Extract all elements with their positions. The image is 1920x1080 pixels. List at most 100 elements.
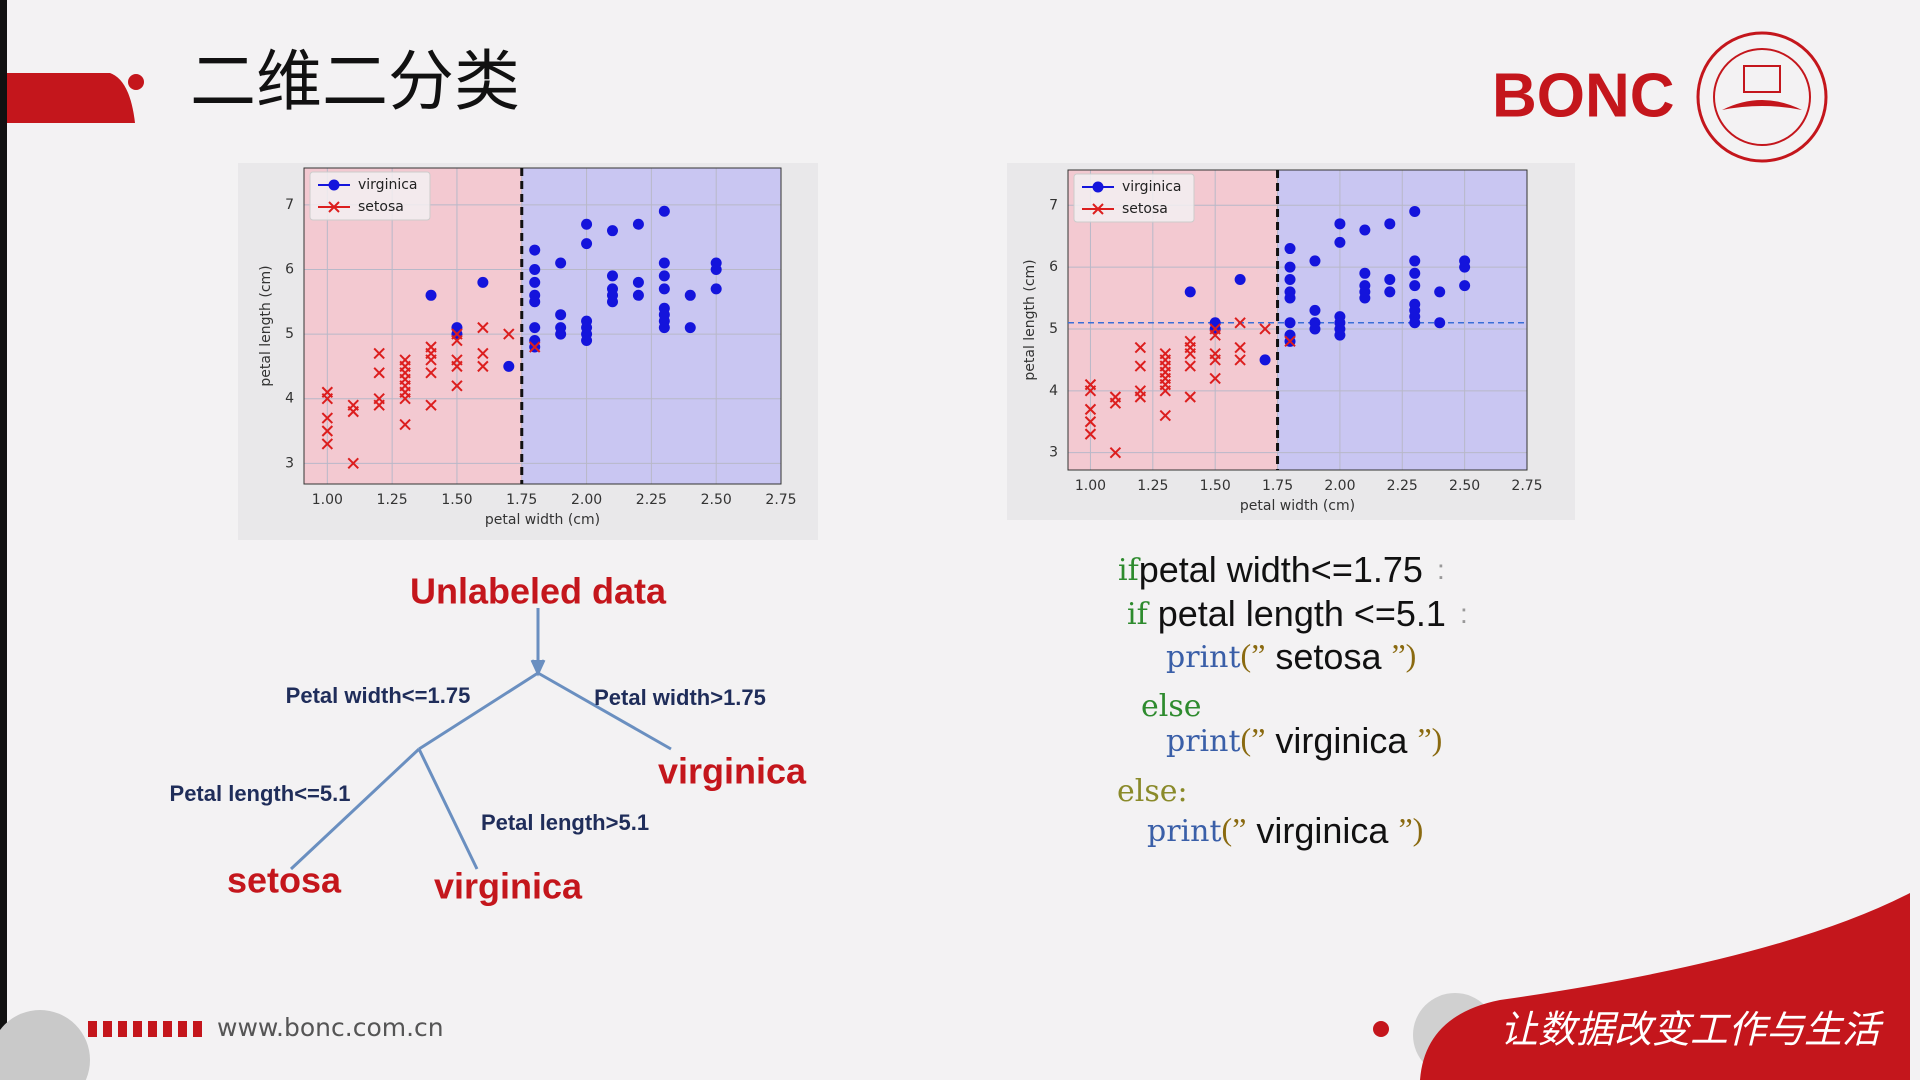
x-tick-label: 1.25 bbox=[1137, 478, 1168, 494]
code-token: if bbox=[1127, 597, 1150, 632]
point bbox=[710, 283, 722, 295]
point bbox=[684, 322, 696, 334]
point bbox=[1409, 280, 1421, 292]
tree-root: Unlabeled data bbox=[410, 571, 667, 612]
footer-slogan: 让数据改变工作与生活 bbox=[1500, 1008, 1885, 1052]
point bbox=[632, 289, 644, 301]
x-tick-label: 1.50 bbox=[1200, 478, 1231, 494]
point bbox=[451, 360, 463, 373]
point bbox=[658, 270, 670, 282]
point bbox=[373, 399, 385, 411]
code-line: else: bbox=[1117, 774, 1188, 809]
x-tick-label: 2.75 bbox=[765, 492, 796, 508]
code-token: else: bbox=[1117, 774, 1188, 809]
point bbox=[1384, 273, 1396, 285]
point bbox=[347, 457, 359, 470]
point bbox=[477, 276, 489, 288]
point bbox=[632, 276, 644, 288]
x-tick-label: 2.25 bbox=[636, 492, 667, 508]
point bbox=[658, 322, 670, 334]
code-token: petal width<=1.75 bbox=[1139, 549, 1423, 590]
point bbox=[1259, 354, 1271, 366]
legend-marker bbox=[1092, 181, 1104, 193]
point bbox=[1209, 329, 1221, 341]
point bbox=[555, 257, 567, 269]
x-tick-label: 2.25 bbox=[1387, 478, 1418, 494]
tree-edge-label: Petal width>1.75 bbox=[594, 685, 766, 710]
point bbox=[1259, 323, 1271, 335]
point bbox=[1109, 391, 1122, 403]
y-tick-label: 4 bbox=[1049, 383, 1058, 399]
tree-edge-label: Petal length>5.1 bbox=[481, 810, 649, 835]
point bbox=[555, 328, 567, 340]
chart: 1.00 1.25 1.50 1.75 2.00 2.25 2.50 2.75 3 4 5 6 7 pet… bbox=[1007, 163, 1575, 520]
point bbox=[425, 289, 437, 301]
code-token: ”) bbox=[1398, 811, 1423, 847]
point bbox=[1359, 267, 1371, 279]
point bbox=[1184, 360, 1196, 372]
point bbox=[1309, 255, 1321, 267]
point bbox=[477, 321, 489, 334]
code-token: petal length <=5.1 bbox=[1148, 593, 1446, 634]
point bbox=[1184, 391, 1196, 403]
point bbox=[425, 354, 437, 366]
point bbox=[451, 334, 463, 347]
legend-label: virginica bbox=[1122, 179, 1182, 195]
y-tick-label: 7 bbox=[285, 197, 294, 213]
point bbox=[1334, 218, 1346, 230]
x-axis-label: petal width (cm) bbox=[1240, 498, 1355, 514]
point bbox=[477, 347, 489, 360]
point bbox=[1309, 304, 1321, 316]
code-token: else bbox=[1141, 689, 1202, 724]
point bbox=[1409, 205, 1421, 217]
point bbox=[1409, 255, 1421, 267]
point bbox=[477, 360, 489, 373]
point bbox=[1409, 317, 1421, 329]
code-token: (” bbox=[1222, 811, 1247, 847]
x-tick-label: 1.00 bbox=[312, 492, 343, 508]
x-tick-label: 2.50 bbox=[701, 492, 732, 508]
code-token: print bbox=[1166, 724, 1241, 759]
tree-lines bbox=[289, 608, 672, 871]
point bbox=[529, 263, 541, 275]
point bbox=[1159, 409, 1171, 422]
point bbox=[529, 276, 541, 288]
code-token: : bbox=[1460, 598, 1468, 629]
point bbox=[1109, 446, 1122, 459]
code-token: print bbox=[1147, 814, 1222, 849]
x-tick-label: 1.75 bbox=[506, 492, 537, 508]
tree-edge-label: Petal width<=1.75 bbox=[286, 683, 471, 708]
point bbox=[658, 283, 670, 295]
point bbox=[529, 296, 541, 308]
y-tick-label: 5 bbox=[1049, 321, 1058, 337]
left-edge bbox=[0, 0, 7, 1080]
code-token: ”) bbox=[1391, 637, 1416, 673]
legend-marker bbox=[1092, 203, 1104, 215]
point bbox=[1409, 267, 1421, 279]
point bbox=[399, 418, 411, 431]
point bbox=[321, 392, 334, 405]
legend-label: setosa bbox=[358, 199, 404, 215]
plot-frame bbox=[303, 167, 782, 485]
y-tick-label: 6 bbox=[1049, 259, 1058, 275]
point bbox=[1084, 428, 1097, 440]
point bbox=[1084, 403, 1097, 416]
point bbox=[555, 309, 567, 321]
point bbox=[451, 380, 463, 392]
point bbox=[1234, 317, 1246, 329]
point bbox=[1234, 354, 1246, 366]
point bbox=[529, 322, 541, 334]
code-token: if bbox=[1118, 553, 1141, 588]
x-tick-label: 1.00 bbox=[1075, 478, 1106, 494]
code-token: virginica bbox=[1246, 810, 1398, 851]
x-tick-label: 1.75 bbox=[1262, 478, 1293, 494]
code-token: (” bbox=[1241, 637, 1266, 673]
point bbox=[529, 244, 541, 256]
y-tick-label: 4 bbox=[285, 391, 294, 407]
point bbox=[1384, 218, 1396, 230]
point bbox=[1434, 286, 1446, 298]
code-token: (” bbox=[1241, 721, 1266, 757]
point bbox=[606, 296, 618, 308]
point bbox=[658, 257, 670, 269]
